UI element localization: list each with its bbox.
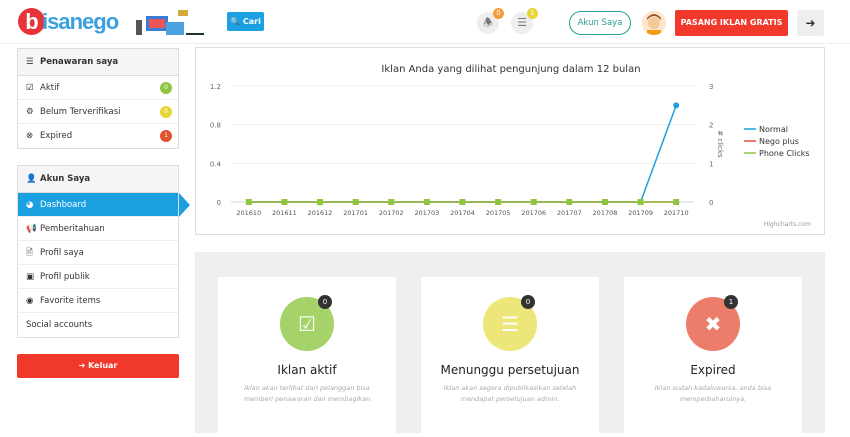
- y-right-tick: 2: [709, 122, 713, 130]
- count-badge: 1: [724, 295, 738, 309]
- offers-item-unverified[interactable]: ⚙ Belum Terverifikasi 0: [18, 100, 178, 124]
- dashboard-icon: ◕: [26, 200, 34, 210]
- card-active[interactable]: ☑ 0 Iklan aktif Iklan akan terlihat dari p…: [218, 277, 396, 437]
- count-badge: 0: [521, 295, 535, 309]
- x-tick: 201705: [486, 209, 511, 217]
- series-line-normal: [248, 105, 677, 203]
- data-point: [673, 199, 680, 205]
- sidebar-item-dashboard[interactable]: ◕ Dashboard: [18, 193, 190, 217]
- card-title: Menunggu persetujuan: [440, 363, 580, 377]
- card-desc: Iklan sudah kadaluwarsa, anda bisa mempe…: [654, 384, 772, 403]
- header: b isanego 🔍 Cari 🕭 0 ☰ 1 Akun Saya PASANG I…: [0, 0, 850, 44]
- data-point: [317, 199, 324, 205]
- x-tick: 201704: [450, 209, 475, 217]
- chart-credit: Highcharts.com: [764, 221, 811, 228]
- x-tick: 201708: [593, 209, 618, 217]
- sign-out-icon: ➜: [78, 361, 86, 370]
- y-right-tick: 3: [709, 83, 713, 91]
- x-tick: 201706: [521, 209, 546, 217]
- x-tick: 201707: [557, 209, 582, 217]
- data-point: [352, 199, 359, 205]
- x-tick: 201611: [272, 209, 297, 217]
- logout-icon-button[interactable]: ➜: [797, 10, 824, 36]
- list-icon: ☰: [517, 16, 527, 29]
- y-right-tick: 0: [709, 199, 713, 207]
- sidebar-item-notifications[interactable]: 📢 Pemberitahuan: [18, 217, 178, 241]
- card-title: Iklan aktif: [277, 363, 337, 377]
- offers-item-expired[interactable]: ⊗ Expired 1: [18, 124, 178, 148]
- user-icon: ⚙: [26, 107, 34, 117]
- count-badge: 1: [160, 130, 172, 142]
- data-point: [423, 199, 430, 205]
- offers-item-aktif[interactable]: ☑ Aktif 0: [18, 76, 178, 100]
- account-panel: 👤 Akun Saya ◕ Dashboard 📢 Pemberitahuan 🗎 Pr…: [17, 165, 190, 338]
- x-tick: 201703: [414, 209, 439, 217]
- card-desc: Iklan akan segera dipublikasikan setelah…: [443, 384, 577, 403]
- count-badge: 0: [160, 82, 172, 94]
- logout-button[interactable]: ➜ Keluar: [17, 354, 179, 378]
- y-right-tick: 1: [709, 160, 713, 168]
- offers-header: ☰ Penawaran saya: [18, 49, 178, 76]
- data-point: [281, 199, 288, 205]
- chart-title: Iklan Anda yang dilihat pengunjung dalam…: [381, 64, 640, 75]
- x-tick: 201701: [343, 209, 368, 217]
- bullhorn-icon: 📢: [26, 224, 37, 234]
- card-pending[interactable]: ☰ 0 Menunggu persetujuan Iklan akan segera…: [421, 277, 599, 437]
- list-badge: 1: [527, 8, 538, 19]
- x-tick: 201710: [664, 209, 689, 217]
- notification-badge: 0: [493, 8, 504, 19]
- views-chart: Iklan Anda yang dilihat pengunjung dalam…: [195, 47, 825, 235]
- y-right-label: # clicks: [716, 130, 724, 158]
- data-point: [245, 199, 252, 205]
- x-tick: 201709: [628, 209, 653, 217]
- chart-svg: Iklan Anda yang dilihat pengunjung dalam…: [210, 64, 811, 228]
- card-desc: Iklan akan terlihat dari pelanggan bisa …: [243, 384, 371, 403]
- data-point: [601, 199, 608, 205]
- data-point: [388, 199, 395, 205]
- y-left-tick: 0.4: [210, 160, 222, 168]
- search-button[interactable]: 🔍 Cari: [227, 12, 264, 31]
- checkbox-icon: ☑: [26, 83, 34, 93]
- count-badge: 0: [318, 295, 332, 309]
- sidebar-item-profile[interactable]: 🗎 Profil saya: [18, 241, 178, 265]
- card-title: Expired: [690, 363, 736, 377]
- status-cards: ☑ 0 Iklan aktif Iklan akan terlihat dari p…: [195, 252, 825, 437]
- bell-icon: 🕭: [483, 16, 493, 29]
- x-tick: 201612: [308, 209, 333, 217]
- data-point: [673, 102, 680, 109]
- data-point: [530, 199, 537, 205]
- legend-item: Normal: [759, 125, 788, 134]
- list-icon: ☰: [26, 57, 34, 67]
- y-left-tick: 0: [217, 199, 221, 207]
- legend-item: Nego plus: [759, 137, 799, 146]
- x-tick: 201702: [379, 209, 404, 217]
- image-icon: ▣: [26, 272, 35, 282]
- x-tick: 201610: [236, 209, 261, 217]
- data-point: [566, 199, 573, 205]
- data-point: [459, 199, 466, 205]
- sidebar-item-social[interactable]: Social accounts: [26, 320, 93, 330]
- logo[interactable]: b isanego: [18, 8, 119, 35]
- card-expired[interactable]: ✖ 1 Expired Iklan sudah kadaluwarsa, anda …: [624, 277, 802, 437]
- y-left-tick: 1.2: [210, 83, 221, 91]
- post-ad-button[interactable]: PASANG IKLAN GRATIS: [675, 10, 788, 36]
- account-button[interactable]: Akun Saya: [569, 11, 631, 35]
- file-icon: 🗎: [26, 248, 33, 258]
- times-circle-icon: ⊗: [26, 131, 34, 141]
- account-header: 👤 Akun Saya: [18, 166, 178, 193]
- circle-icon: ◉: [26, 296, 34, 306]
- offers-panel: ☰ Penawaran saya ☑ Aktif 0 ⚙ Belum Terverifi…: [17, 48, 179, 149]
- sidebar-item-favorites[interactable]: ◉ Favorite items: [18, 289, 178, 313]
- count-badge: 0: [160, 106, 172, 118]
- data-point: [637, 199, 644, 205]
- sidebar-item-public-profile[interactable]: ▣ Profil publik: [18, 265, 178, 289]
- y-left-tick: 0.8: [210, 122, 221, 130]
- data-point: [495, 199, 502, 205]
- notification-button[interactable]: 🕭 0: [477, 8, 504, 34]
- promo-illustration-icon: [136, 10, 204, 35]
- legend-item: Phone Clicks: [759, 149, 810, 158]
- user-icon: 👤: [26, 174, 37, 184]
- avatar[interactable]: [642, 11, 666, 35]
- list-button[interactable]: ☰ 1: [511, 8, 538, 34]
